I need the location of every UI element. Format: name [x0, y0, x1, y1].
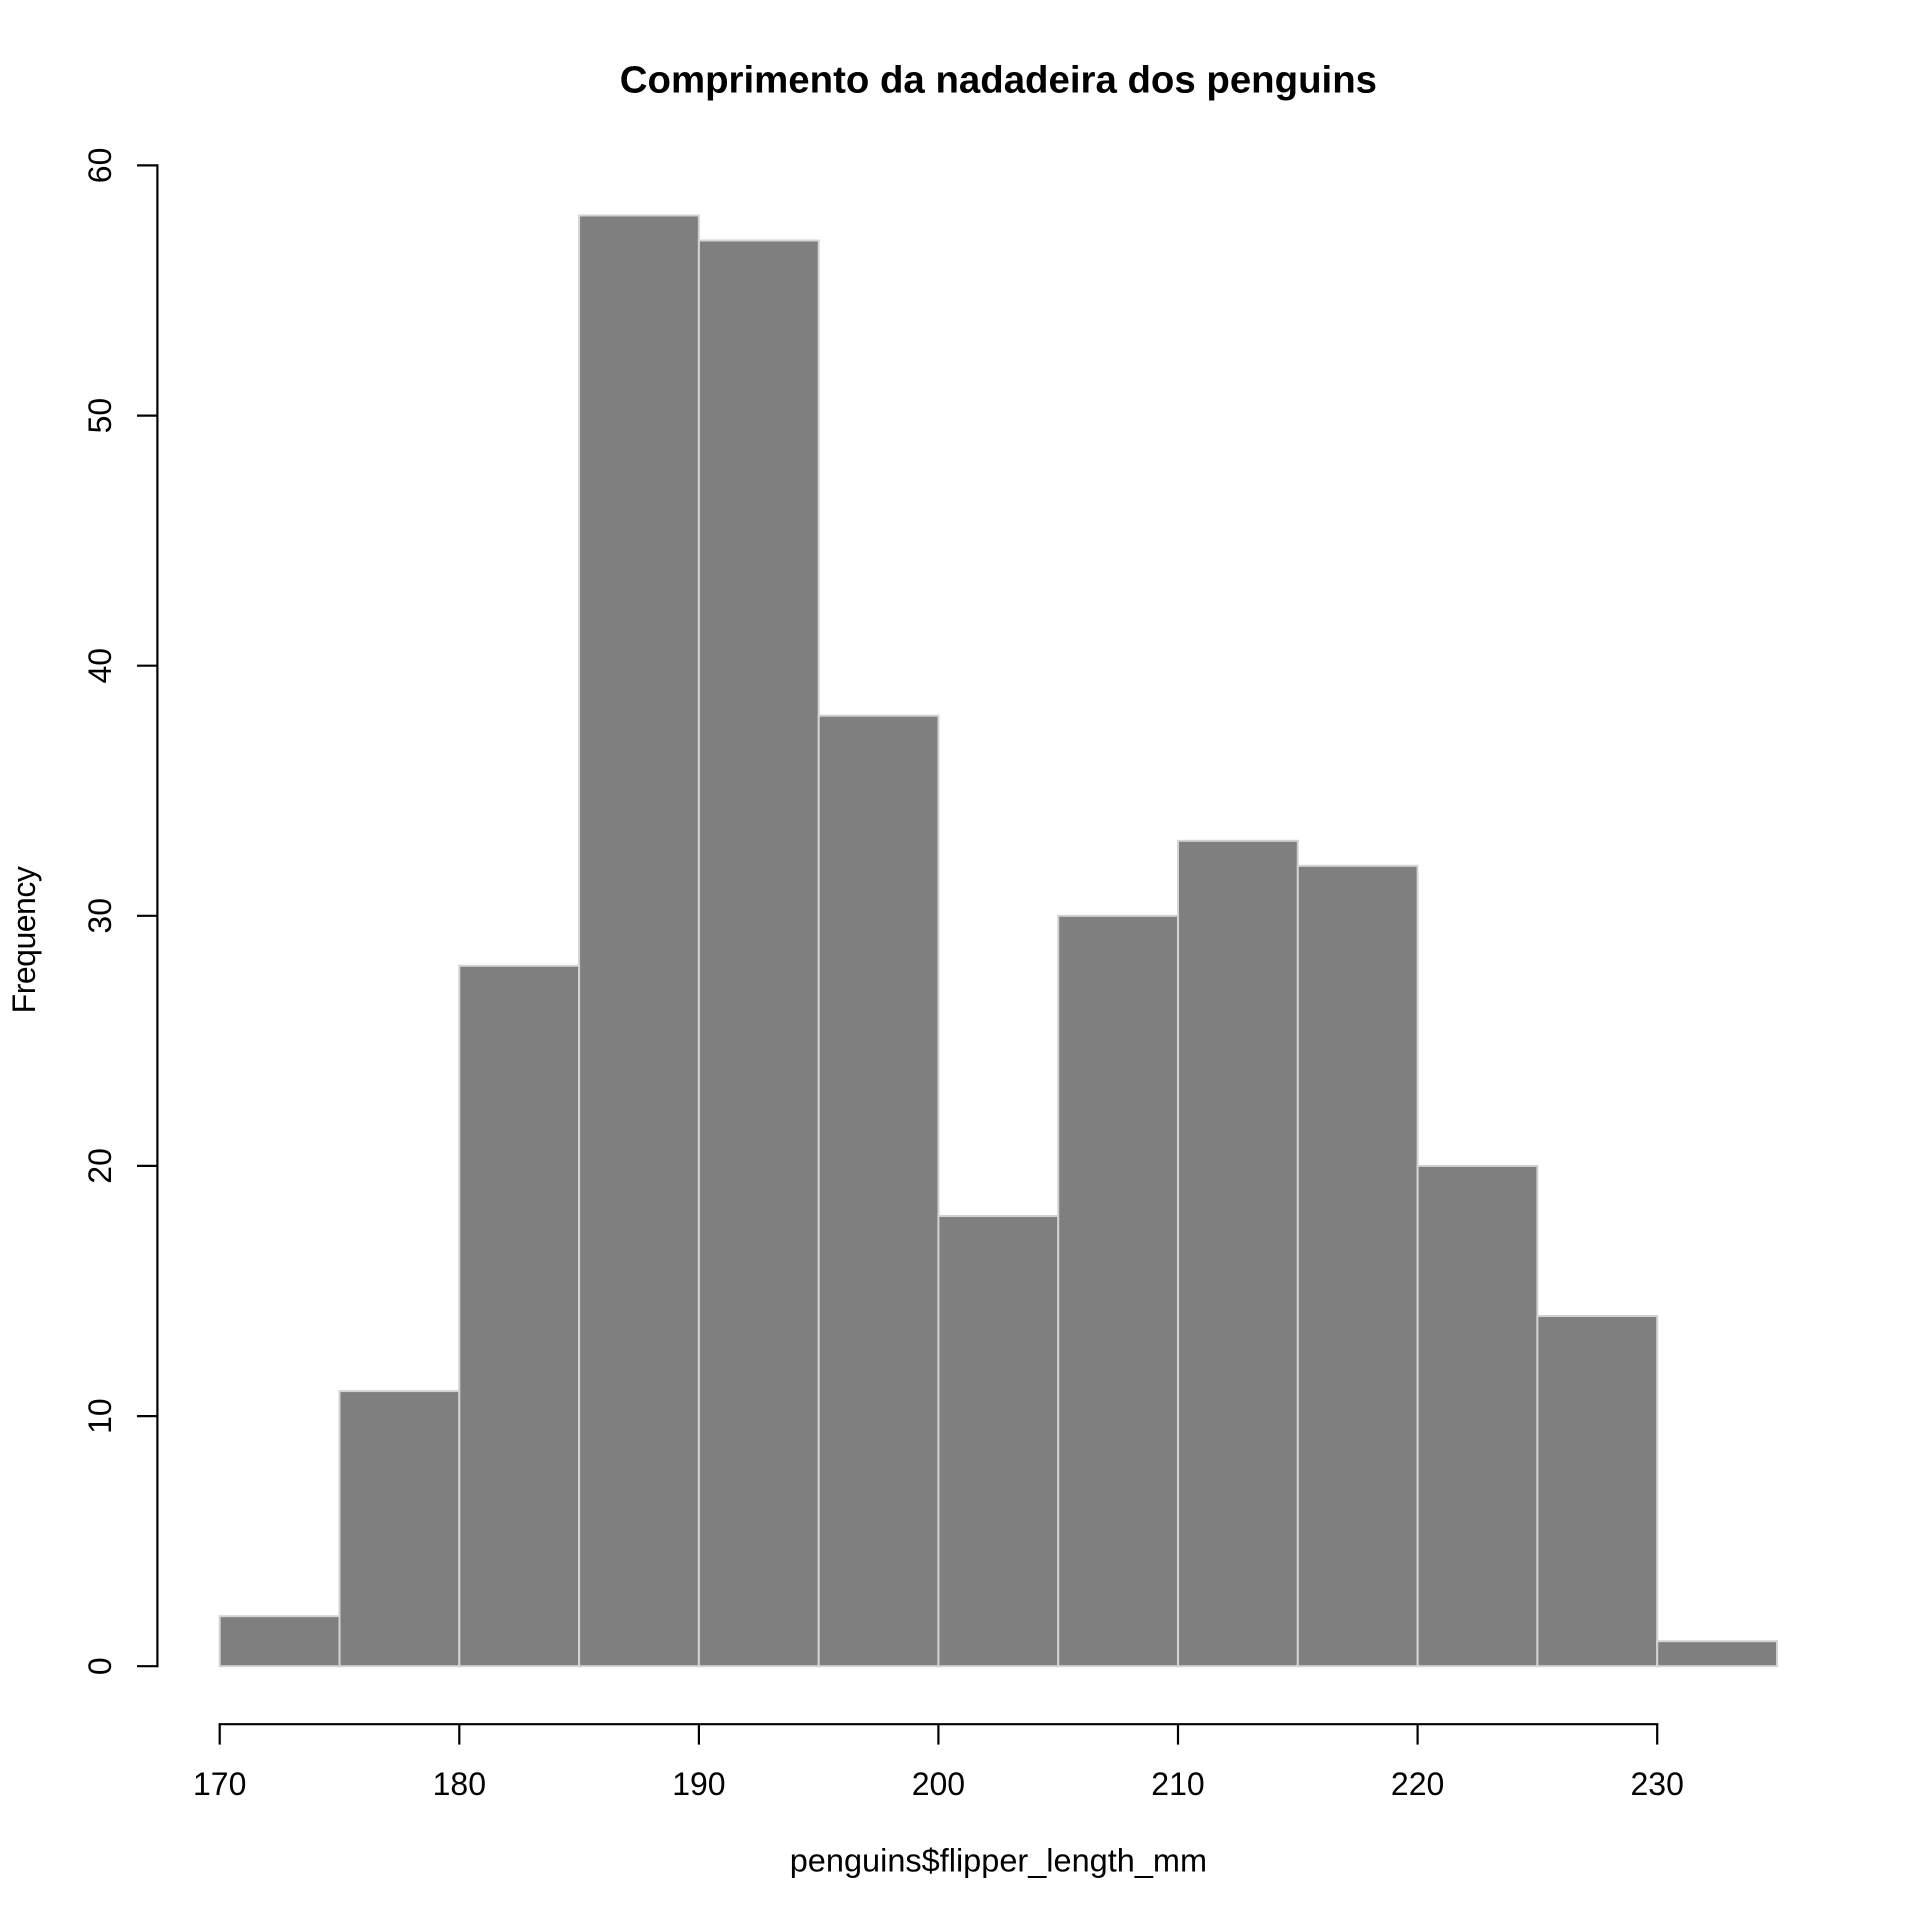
svg-text:20: 20 — [82, 1148, 118, 1184]
svg-text:210: 210 — [1151, 1766, 1204, 1802]
svg-text:40: 40 — [82, 648, 118, 684]
svg-text:200: 200 — [912, 1766, 965, 1802]
svg-text:Frequency: Frequency — [6, 866, 42, 1013]
svg-text:0: 0 — [82, 1657, 118, 1675]
svg-text:penguins$flipper_length_mm: penguins$flipper_length_mm — [790, 1843, 1207, 1879]
svg-text:180: 180 — [433, 1766, 486, 1802]
svg-text:30: 30 — [82, 898, 118, 934]
svg-text:170: 170 — [193, 1766, 246, 1802]
svg-text:220: 220 — [1391, 1766, 1444, 1802]
svg-text:50: 50 — [82, 398, 118, 434]
svg-text:190: 190 — [672, 1766, 725, 1802]
svg-text:10: 10 — [82, 1398, 118, 1434]
svg-text:60: 60 — [82, 148, 118, 184]
svg-text:230: 230 — [1631, 1766, 1684, 1802]
svg-text:Comprimento da nadadeira dos p: Comprimento da nadadeira dos penguins — [620, 59, 1377, 102]
